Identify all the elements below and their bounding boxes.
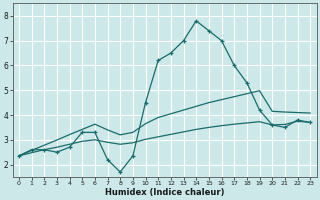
X-axis label: Humidex (Indice chaleur): Humidex (Indice chaleur) xyxy=(105,188,224,197)
